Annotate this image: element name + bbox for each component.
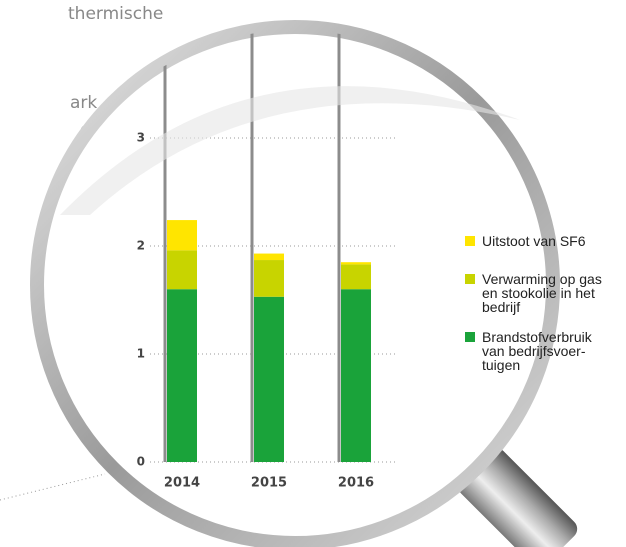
legend-swatch [465, 236, 475, 246]
x-tick-label: 2014 [164, 476, 200, 491]
legend-swatch [465, 332, 475, 342]
bar-segment [167, 289, 197, 462]
bar-segment [254, 253, 284, 261]
y-tick-label: 1 [137, 347, 145, 361]
y-tick-label: 0 [137, 455, 145, 469]
x-tick-label: 2015 [251, 476, 287, 491]
bar-segment [167, 220, 197, 251]
bar-segment [167, 250, 197, 290]
bar-segment [341, 262, 371, 265]
legend-swatch [465, 274, 475, 284]
legend-label: Uitstoot van SF6 [482, 233, 586, 249]
lens-highlight [60, 86, 520, 215]
bg-text: ark [70, 93, 97, 113]
legend-label: Brandstofverbruik van bedrijfsvoer- tuig… [482, 329, 592, 373]
x-tick-label: 2016 [338, 476, 374, 491]
y-tick-label: 3 [137, 131, 145, 145]
bar-segment [341, 289, 371, 462]
handle [458, 448, 578, 547]
legend-label: Verwarming op gas en stookolie in het be… [482, 271, 602, 315]
bar-segment [254, 296, 284, 462]
bg-text: thermische [68, 4, 163, 24]
pointer-line [0, 473, 106, 501]
y-tick-label: 2 [137, 239, 145, 253]
bar-segment [341, 264, 371, 290]
bar-segment [254, 260, 284, 297]
